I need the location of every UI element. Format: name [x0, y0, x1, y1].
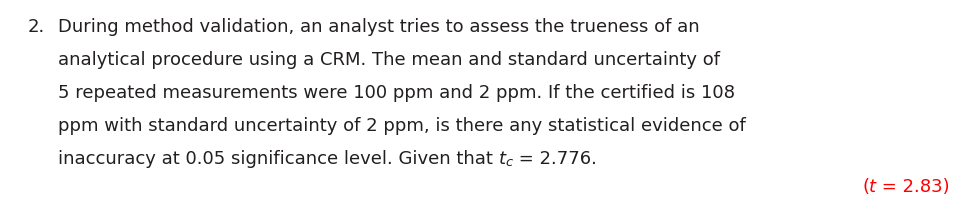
Text: 2.: 2. [28, 18, 45, 36]
Text: (: ( [862, 178, 869, 196]
Text: = 2.776.: = 2.776. [512, 150, 596, 168]
Text: = 2.83): = 2.83) [876, 178, 950, 196]
Text: inaccuracy at 0.05 significance level. Given that: inaccuracy at 0.05 significance level. G… [58, 150, 499, 168]
Text: t: t [499, 150, 506, 168]
Text: ppm with standard uncertainty of 2 ppm, is there any statistical evidence of: ppm with standard uncertainty of 2 ppm, … [58, 117, 746, 135]
Text: t: t [869, 178, 876, 196]
Text: analytical procedure using a CRM. The mean and standard uncertainty of: analytical procedure using a CRM. The me… [58, 51, 720, 69]
Text: During method validation, an analyst tries to assess the trueness of an: During method validation, an analyst tri… [58, 18, 700, 36]
Text: c: c [506, 156, 512, 169]
Text: 5 repeated measurements were 100 ppm and 2 ppm. If the certified is 108: 5 repeated measurements were 100 ppm and… [58, 84, 735, 102]
